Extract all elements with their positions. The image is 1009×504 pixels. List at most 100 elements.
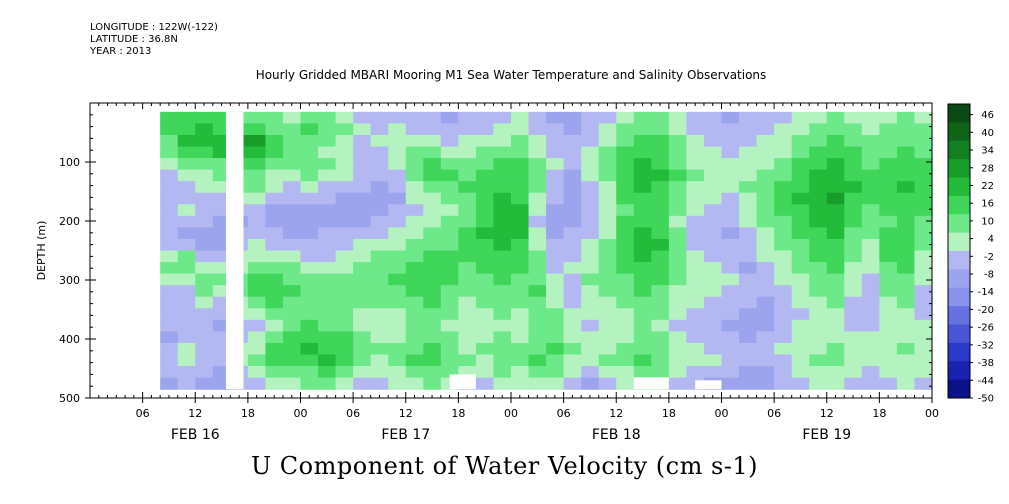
heatmap-cell <box>370 296 389 309</box>
heatmap-cell <box>721 111 740 124</box>
heatmap-cell <box>282 227 302 240</box>
heatmap-cell <box>774 215 793 228</box>
heatmap-cell <box>739 111 758 124</box>
y-tick-label: 500 <box>59 392 80 405</box>
heatmap-cell <box>493 111 512 124</box>
heatmap-cell <box>651 123 670 136</box>
heatmap-cell <box>528 354 547 367</box>
colorbar-swatch <box>948 361 970 381</box>
heatmap-cell <box>739 169 758 182</box>
heatmap-cell <box>651 308 670 321</box>
heatmap-cell <box>528 123 547 136</box>
heatmap-cell <box>896 296 916 309</box>
heatmap-cell <box>370 262 389 275</box>
heatmap-cell <box>388 262 407 275</box>
heatmap-cell <box>896 308 916 321</box>
heatmap-cell <box>896 319 916 332</box>
heatmap-cell <box>511 227 530 240</box>
heatmap-cell <box>739 238 758 252</box>
heatmap-cell <box>791 158 810 171</box>
x-tick-label: 18 <box>872 407 886 420</box>
heatmap-cell <box>247 169 267 182</box>
heatmap-cell <box>282 238 302 252</box>
heatmap-cell <box>861 123 880 136</box>
heatmap-cell <box>423 319 442 332</box>
heatmap-cell <box>423 146 442 159</box>
heatmap-cell <box>756 227 775 240</box>
heatmap-cell <box>370 319 389 332</box>
heatmap-cell <box>458 331 477 344</box>
heatmap-cell <box>914 354 933 367</box>
heatmap-cell <box>861 354 880 367</box>
colorbar-swatch <box>948 342 970 362</box>
heatmap-cell <box>563 366 582 379</box>
heatmap-cell <box>177 273 196 286</box>
heatmap-cell <box>440 331 459 344</box>
heatmap-cell <box>896 181 916 194</box>
heatmap-cell <box>686 215 705 228</box>
heatmap-cell <box>826 238 845 252</box>
heatmap-cell <box>423 192 442 205</box>
heatmap-cell <box>265 158 284 171</box>
heatmap-cell <box>581 111 600 124</box>
heatmap-cell <box>861 204 880 217</box>
heatmap-cell <box>774 123 793 136</box>
heatmap-cell <box>739 227 758 240</box>
heatmap-cell <box>265 169 284 182</box>
heatmap-cell <box>616 250 635 263</box>
heatmap-cell <box>282 215 302 228</box>
heatmap-cell <box>160 169 179 182</box>
heatmap-cell <box>458 238 477 252</box>
heatmap-cell <box>160 192 179 205</box>
heatmap-cell <box>844 204 863 217</box>
heatmap-cell <box>581 123 600 136</box>
heatmap-cell <box>300 377 319 390</box>
heatmap-cell <box>353 331 372 344</box>
heatmap-cell <box>177 158 196 171</box>
heatmap-cell <box>405 204 424 217</box>
heatmap-cell <box>247 146 267 159</box>
heatmap-cell <box>195 169 214 182</box>
heatmap-cell <box>616 215 635 228</box>
heatmap-cell <box>791 262 810 275</box>
heatmap-cell <box>721 181 740 194</box>
heatmap-cell <box>756 123 775 136</box>
heatmap-cell <box>458 273 477 286</box>
heatmap-cell <box>160 250 179 263</box>
heatmap-cell <box>861 285 880 298</box>
heatmap-cell <box>686 250 705 263</box>
heatmap-cell <box>686 354 705 367</box>
heatmap-cell <box>633 146 652 159</box>
heatmap-cell <box>405 342 424 356</box>
heatmap-cell <box>475 123 495 136</box>
heatmap-cell <box>896 111 916 124</box>
heatmap-cell <box>879 215 898 228</box>
heatmap-cell <box>493 354 512 367</box>
x-tick-label: 18 <box>241 407 255 420</box>
heatmap-cell <box>739 204 758 217</box>
heatmap-cell <box>598 169 617 182</box>
heatmap-cell <box>633 134 652 148</box>
heatmap-cell <box>791 308 810 321</box>
heatmap-cell <box>177 181 196 194</box>
heatmap-cell <box>318 123 337 136</box>
heatmap-cell <box>423 123 442 136</box>
heatmap-cell <box>546 181 565 194</box>
heatmap-cell <box>686 273 705 286</box>
heatmap-cell <box>861 308 880 321</box>
heatmap-cell <box>335 158 354 171</box>
heatmap-cell <box>914 215 933 228</box>
heatmap-cell <box>844 319 863 332</box>
heatmap-cell <box>791 204 810 217</box>
heatmap-cell <box>774 158 793 171</box>
heatmap-cell <box>651 331 670 344</box>
colorbar-label: -44 <box>978 376 994 387</box>
heatmap-cell <box>914 285 933 298</box>
heatmap-cell <box>388 331 407 344</box>
heatmap-cell <box>774 319 793 332</box>
x-tick-label: 06 <box>346 407 360 420</box>
heatmap-cell <box>405 238 424 252</box>
heatmap-cell <box>423 342 442 356</box>
heatmap-cell <box>791 111 810 124</box>
heatmap-cell <box>388 285 407 298</box>
